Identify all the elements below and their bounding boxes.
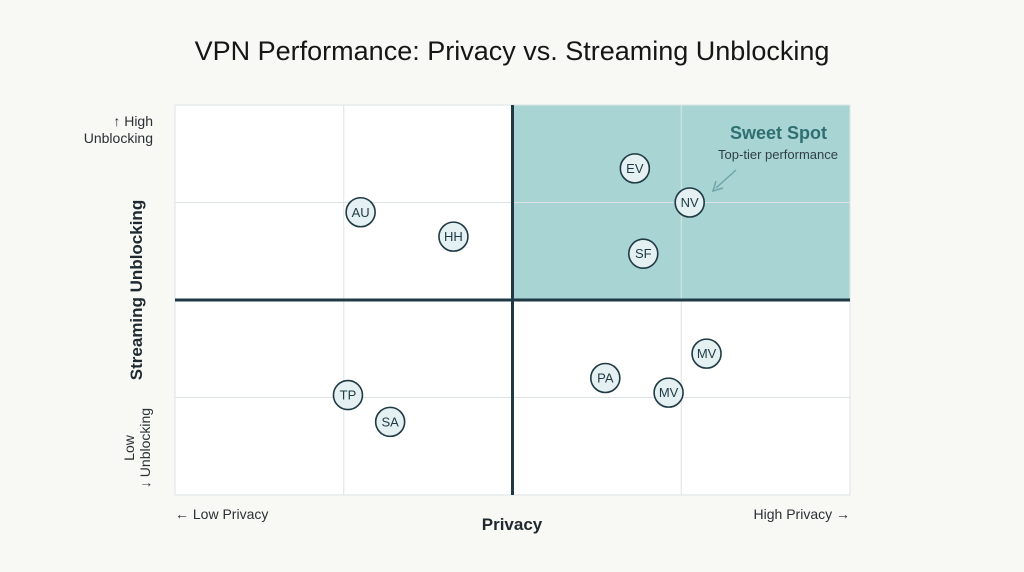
point-label: NV [681, 195, 699, 210]
data-point-hh-4[interactable]: HH [438, 221, 469, 252]
point-label: TP [340, 388, 357, 403]
point-label: EV [626, 161, 644, 176]
x-axis-title: Privacy [482, 515, 543, 534]
x-axis-high-label: High Privacy → [754, 506, 850, 522]
point-marker [653, 377, 684, 408]
point-marker [691, 338, 722, 369]
chart-title: VPN Performance: Privacy vs. Streaming U… [195, 36, 830, 66]
point-label: MV [659, 385, 679, 400]
point-marker [619, 153, 651, 184]
data-point-sa-9[interactable]: SA [374, 406, 406, 438]
y-axis-low-label: Low ↓ Unblocking [121, 408, 153, 488]
data-point-mv-7[interactable]: MV [653, 377, 684, 408]
point-marker [627, 238, 659, 269]
y-axis-high-label-line2: Unblocking [84, 130, 153, 146]
sweet-spot-arrow [711, 169, 737, 193]
point-label: AU [352, 205, 370, 220]
data-point-mv-5[interactable]: MV [691, 338, 722, 369]
data-point-ev-0[interactable]: EV [619, 153, 651, 184]
y-axis-low-label-line2: ↓ Unblocking [137, 408, 153, 488]
data-point-tp-8[interactable]: TP [332, 379, 364, 411]
point-label: PA [597, 371, 614, 386]
y-axis-title: Streaming Unblocking [127, 200, 146, 380]
y-axis-high-label-line1: ↑ High [113, 113, 153, 129]
point-marker [674, 187, 705, 218]
point-label: SF [635, 246, 652, 261]
data-point-sf-2[interactable]: SF [627, 238, 659, 269]
sweet-spot-subtitle: Top-tier performance [718, 147, 838, 162]
y-axis-low-label-line1: Low [121, 434, 137, 461]
point-marker [345, 196, 376, 228]
data-point-pa-6[interactable]: PA [590, 362, 621, 394]
data-points: EV NV SF AU HH MV PA MV TP SA [332, 153, 722, 438]
point-label: HH [444, 229, 463, 244]
point-marker [374, 406, 406, 438]
point-marker [438, 221, 469, 252]
quadrant-dividers [175, 105, 850, 495]
point-label: MV [697, 346, 717, 361]
point-marker [590, 362, 621, 394]
point-marker [332, 379, 364, 411]
data-point-au-3[interactable]: AU [345, 196, 376, 228]
data-point-nv-1[interactable]: NV [674, 187, 705, 218]
point-label: SA [381, 414, 399, 429]
x-axis-low-label: ← Low Privacy [175, 506, 268, 522]
sweet-spot-title: Sweet Spot [730, 123, 827, 143]
